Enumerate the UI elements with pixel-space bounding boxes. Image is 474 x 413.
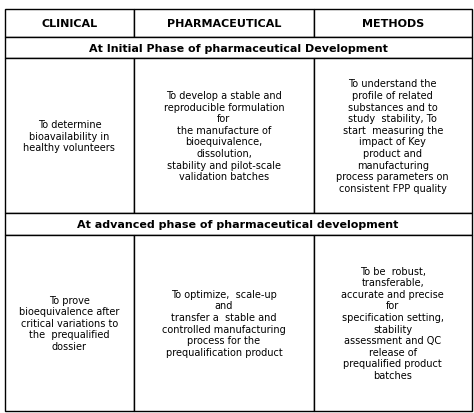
- Text: At Initial Phase of pharmaceutical Development: At Initial Phase of pharmaceutical Devel…: [89, 43, 388, 53]
- Text: METHODS: METHODS: [362, 19, 424, 29]
- Text: At advanced phase of pharmaceutical development: At advanced phase of pharmaceutical deve…: [77, 219, 399, 229]
- Text: To develop a stable and
reproducible formulation
for
the manufacture of
bioequiv: To develop a stable and reproducible for…: [164, 91, 284, 182]
- Bar: [314, 235, 472, 411]
- Text: To optimize,  scale-up
and
transfer a  stable and
controlled manufacturing
proce: To optimize, scale-up and transfer a sta…: [162, 289, 286, 357]
- Text: To understand the
profile of related
substances and to
study  stability, To
star: To understand the profile of related sub…: [337, 79, 449, 193]
- Text: CLINICAL: CLINICAL: [41, 19, 98, 29]
- Bar: [5, 59, 134, 214]
- Bar: [134, 59, 314, 214]
- Bar: [314, 10, 472, 38]
- Bar: [5, 38, 472, 59]
- Text: To prove
bioequivalence after
critical variations to
the  prequalified
dossier: To prove bioequivalence after critical v…: [19, 295, 119, 351]
- Bar: [5, 235, 134, 411]
- Bar: [5, 214, 472, 235]
- Bar: [134, 10, 314, 38]
- Text: To determine
bioavailability in
healthy volunteers: To determine bioavailability in healthy …: [24, 120, 115, 153]
- Text: To be  robust,
transferable,
accurate and precise
for
specification setting,
sta: To be robust, transferable, accurate and…: [341, 266, 444, 380]
- Bar: [134, 235, 314, 411]
- Text: PHARMACEUTICAL: PHARMACEUTICAL: [167, 19, 281, 29]
- Bar: [314, 59, 472, 214]
- Bar: [5, 10, 134, 38]
